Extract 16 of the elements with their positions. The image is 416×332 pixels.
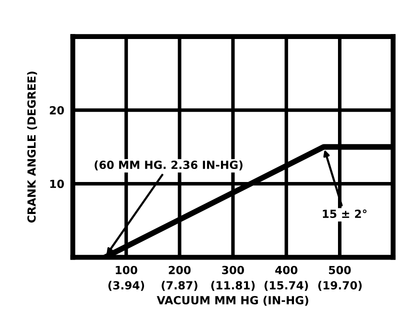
y-tick-label: 20 bbox=[50, 106, 64, 114]
annotation: 15 ± 2° bbox=[322, 210, 366, 218]
x-tick-label: 400 bbox=[275, 266, 298, 274]
annotation: (60 MM HG. 2.36 IN-HG) bbox=[94, 160, 242, 170]
x2-tick-label: (19.70) bbox=[318, 280, 362, 291]
x-tick-label: 200 bbox=[168, 266, 191, 274]
x-tick-label: 100 bbox=[116, 266, 138, 274]
x-tick-label: 300 bbox=[222, 266, 244, 274]
x2-tick-label: (15.74) bbox=[264, 280, 308, 291]
x2-tick-label: (7.87) bbox=[162, 280, 198, 291]
x-axis-title: VACUUM MM HG (IN-HG) bbox=[156, 296, 308, 306]
y-tick-label: 10 bbox=[50, 180, 64, 188]
x2-tick-label: (11.81) bbox=[211, 280, 255, 291]
y-axis-title: CRANK ANGLE (DEGREE) bbox=[27, 72, 38, 223]
x2-tick-label: (3.94) bbox=[108, 280, 144, 291]
x-tick-label: 500 bbox=[328, 266, 351, 274]
